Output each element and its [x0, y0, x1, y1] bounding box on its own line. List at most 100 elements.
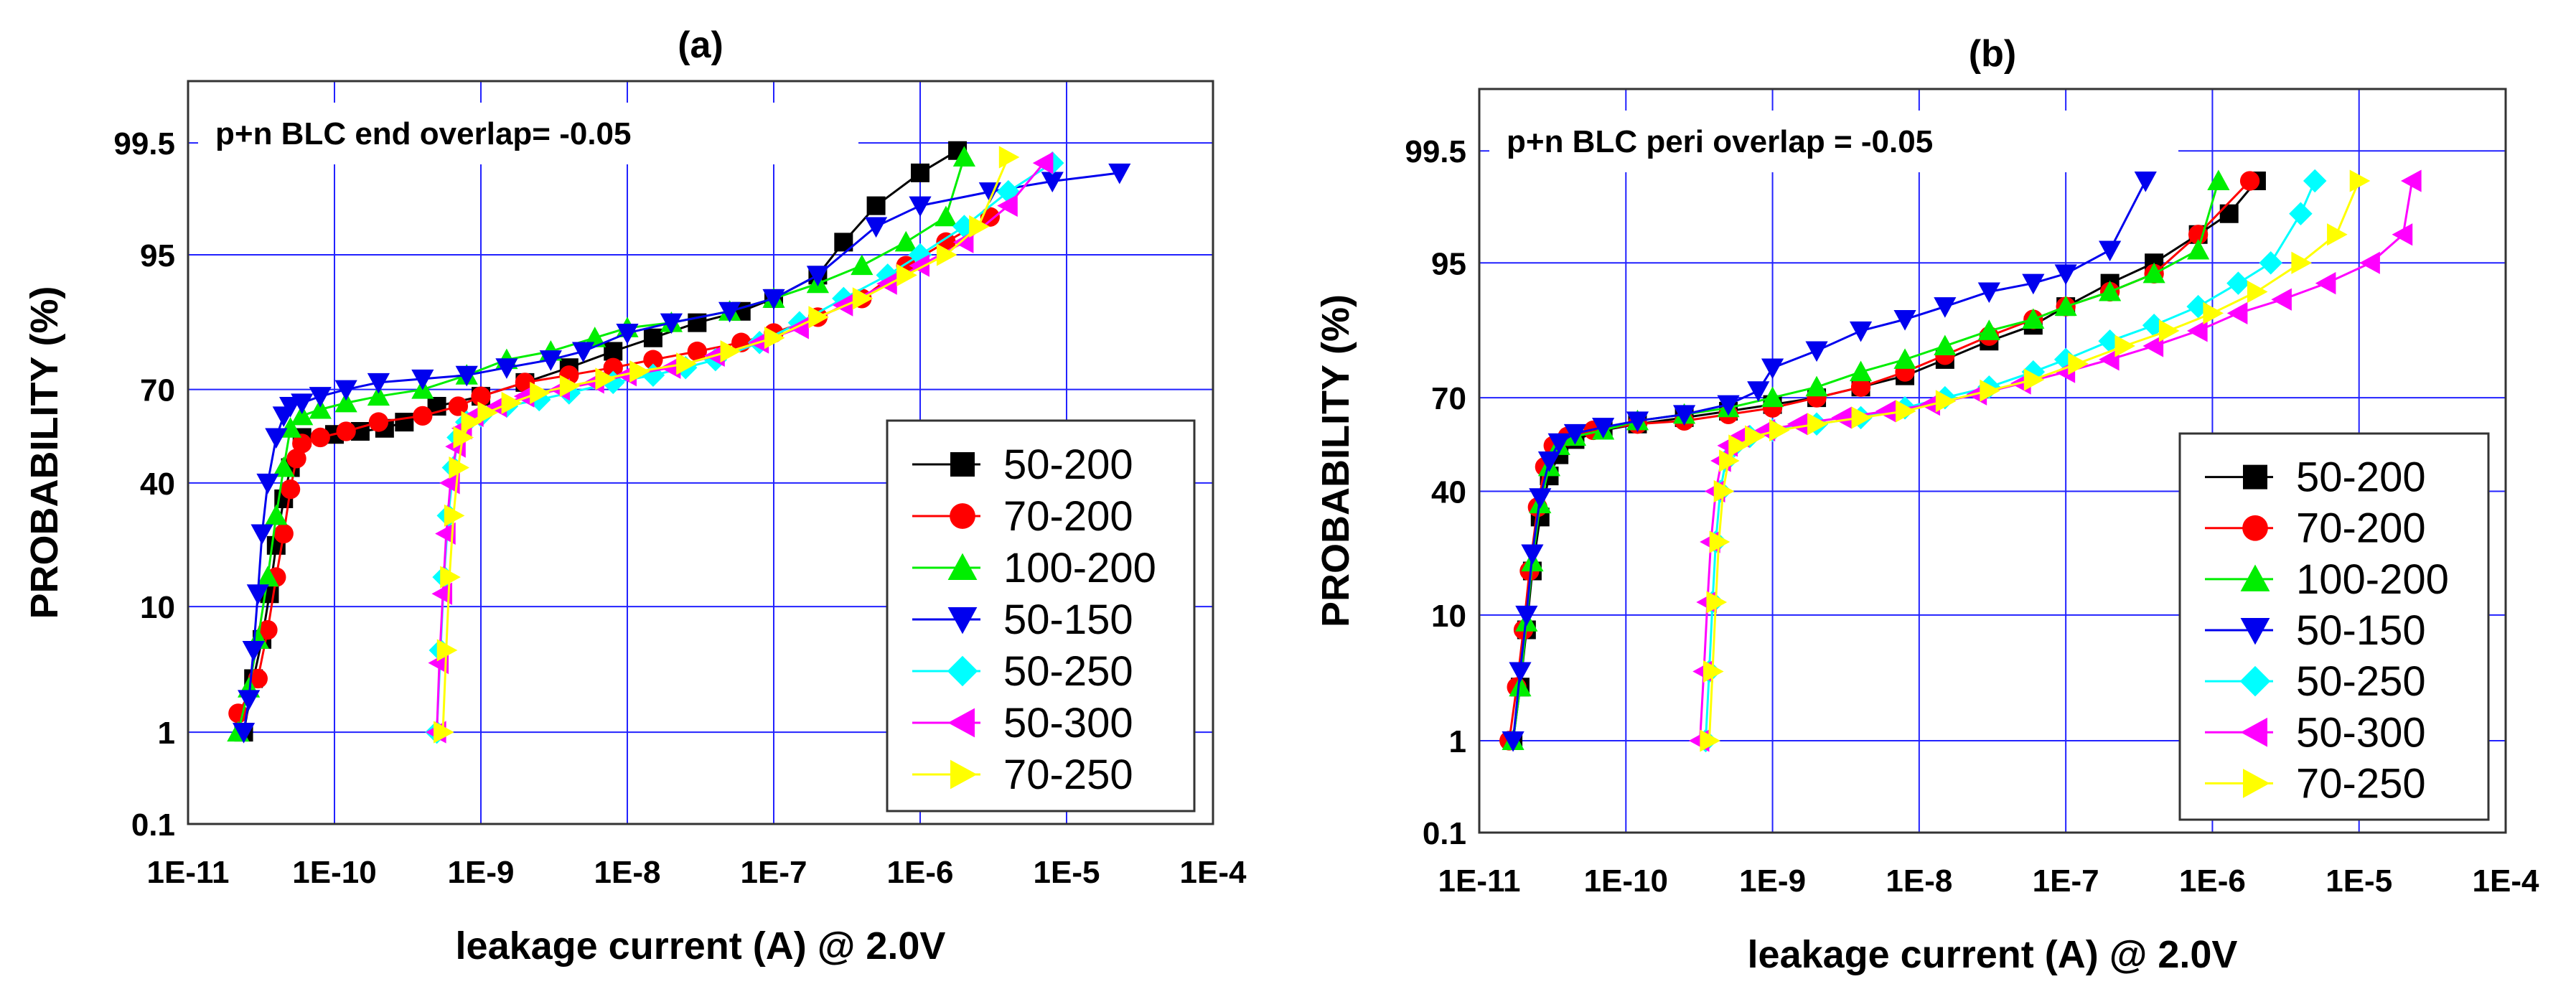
data-point	[676, 352, 697, 375]
data-point	[501, 391, 523, 415]
data-point	[1592, 418, 1615, 439]
x-axis-label: leakage current (A) @ 2.0V	[456, 924, 946, 968]
data-point	[1713, 479, 1735, 503]
data-point	[1977, 319, 2000, 340]
x-tick-label: 1E-10	[1584, 863, 1668, 899]
x-tick-label: 1E-8	[594, 855, 661, 890]
data-point	[1805, 341, 1828, 362]
chart-panel-a: 1E-11 1E-10 1E-9 1E-8 1E-7 1E-6 1E-5 1E-4 0.1 1 10…	[0, 0, 1286, 1007]
data-point	[477, 401, 499, 424]
data-point	[367, 385, 390, 406]
data-point	[2271, 288, 2292, 311]
data-point	[559, 375, 581, 398]
data-point	[256, 566, 279, 587]
series-line	[441, 156, 1010, 733]
data-point	[248, 668, 268, 689]
x-tick-label: 1E-11	[147, 855, 230, 890]
plot-frame	[1478, 88, 2507, 834]
data-point	[762, 289, 785, 310]
data-point	[643, 328, 662, 347]
data-point	[310, 427, 330, 448]
legend-marker	[2240, 564, 2270, 591]
data-point	[411, 369, 434, 390]
data-point	[286, 449, 306, 469]
data-point	[2303, 169, 2327, 193]
x-axis-label: leakage current (A) @ 2.0V	[1748, 933, 2238, 976]
chart-annotation: p+n BLC end overlap= -0.05	[215, 116, 632, 151]
data-point	[2392, 223, 2413, 246]
series-70-250	[434, 146, 1020, 744]
data-point	[2142, 334, 2164, 357]
data-point	[616, 323, 639, 345]
data-point	[448, 396, 469, 416]
data-point	[2099, 348, 2120, 371]
data-point	[909, 254, 929, 277]
y-tick-label: 70	[1431, 381, 1466, 416]
data-point	[2259, 251, 2282, 275]
data-point	[952, 146, 976, 167]
y-tick-label: 1	[1449, 724, 1466, 759]
data-point	[435, 522, 456, 545]
data-point	[1563, 423, 1587, 445]
data-point	[2054, 264, 2077, 285]
x-tick-label: 1E-4	[2473, 863, 2539, 899]
data-point	[720, 339, 741, 363]
data-point	[453, 426, 474, 449]
legend-label: 100-200	[1003, 545, 1156, 591]
data-point	[2327, 223, 2348, 246]
panel-title: (b)	[1969, 33, 2016, 75]
data-point	[513, 385, 535, 408]
data-point	[2158, 319, 2180, 342]
data-point	[395, 413, 414, 432]
x-tick-label: 1E-5	[1034, 855, 1100, 890]
series-line	[243, 172, 1120, 733]
data-point	[2187, 238, 2210, 260]
data-point	[1934, 334, 1957, 356]
data-point	[2068, 352, 2089, 375]
data-point	[764, 327, 785, 350]
legend-label: 70-200	[2296, 505, 2426, 552]
data-point	[2054, 295, 2077, 317]
data-point	[1032, 151, 1054, 174]
data-point	[2226, 271, 2250, 295]
data-point	[629, 360, 650, 383]
legend: 50-200 70-200 100-200 50-150 50-250 50-300 70-…	[886, 419, 1196, 812]
data-point	[1706, 591, 1728, 614]
y-axis-label: PROBABILITY (%)	[1314, 294, 1357, 627]
data-point	[1547, 433, 1570, 454]
data-point	[595, 367, 616, 390]
data-point	[571, 342, 595, 363]
data-point	[232, 723, 256, 744]
legend-marker	[947, 708, 975, 738]
data-point	[455, 365, 478, 387]
data-point	[1831, 406, 1853, 429]
data-point	[309, 387, 332, 408]
data-point	[1875, 400, 1896, 423]
x-tick-label: 1E-9	[1739, 863, 1806, 899]
legend-marker	[2239, 665, 2271, 697]
data-point	[894, 230, 917, 252]
data-point	[291, 393, 314, 415]
legend-marker	[947, 553, 978, 580]
y-tick-label: 95	[140, 238, 175, 273]
data-point	[1850, 377, 1871, 397]
legend-label: 50-300	[2296, 709, 2426, 756]
data-point	[2186, 294, 2210, 319]
data-point	[603, 357, 623, 378]
data-point	[1529, 488, 1552, 509]
data-point	[1728, 434, 1749, 457]
data-point	[2023, 368, 2045, 391]
data-point	[2099, 240, 2122, 262]
data-point	[718, 301, 741, 323]
data-point	[2134, 172, 2157, 192]
x-tick-label: 1E-8	[1886, 863, 1952, 899]
legend-marker	[2243, 464, 2267, 490]
series-layer	[1499, 169, 2422, 753]
data-point	[434, 721, 454, 744]
series-layer	[227, 141, 1131, 744]
data-point	[1977, 282, 2000, 304]
data-point	[1849, 321, 1873, 342]
legend-marker	[950, 452, 975, 477]
legend-marker	[2240, 717, 2267, 747]
legend-marker	[2243, 769, 2270, 798]
